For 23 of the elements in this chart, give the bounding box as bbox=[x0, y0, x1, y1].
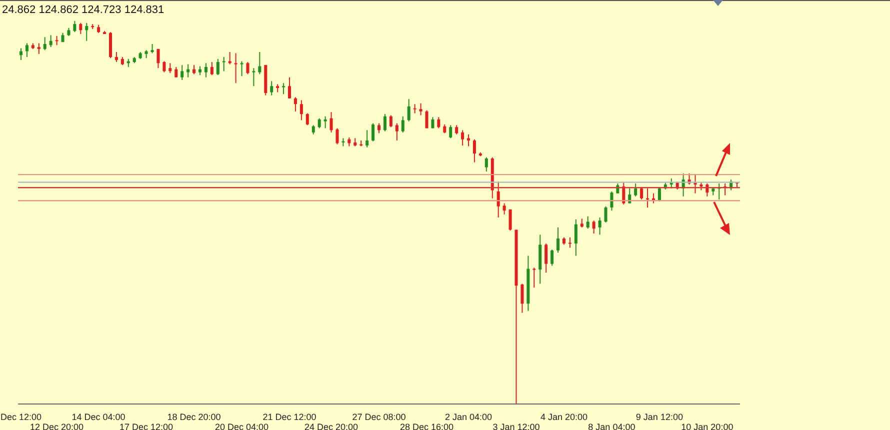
x-tick-label: 8 Jan 04:00 bbox=[588, 422, 636, 430]
candlestick bbox=[413, 104, 416, 114]
candlestick bbox=[234, 53, 238, 84]
x-tick-label: 28 Dec 16:00 bbox=[400, 422, 454, 430]
x-tick-label: Dec 12:00 bbox=[0, 412, 42, 422]
x-tick-label: 9 Jan 12:00 bbox=[636, 412, 683, 422]
text: 24.862 124.862 124.723 124.831 bbox=[2, 4, 164, 16]
candlestick bbox=[252, 68, 256, 86]
x-tick-label: 3 Jan 12:00 bbox=[492, 422, 540, 430]
x-tick-label: 14 Dec 04:00 bbox=[72, 412, 126, 422]
x-tick-label: 4 Jan 20:00 bbox=[540, 412, 588, 422]
x-tick-label: 24 Dec 20:00 bbox=[304, 422, 358, 430]
x-tick-label: 27 Dec 08:00 bbox=[352, 412, 406, 422]
x-tick-label: 17 Dec 12:00 bbox=[120, 422, 174, 430]
x-tick-label: 2 Jan 04:00 bbox=[444, 412, 492, 422]
x-tick-label: 20 Dec 04:00 bbox=[214, 422, 269, 430]
candlestick bbox=[240, 61, 244, 76]
x-tick-label: 10 Jan 20:00 bbox=[681, 422, 734, 430]
x-tick-label: 12 Dec 20:00 bbox=[30, 422, 84, 430]
candlestick bbox=[532, 268, 536, 288]
x-tick-label: 18 Dec 20:00 bbox=[167, 412, 221, 422]
candlestick bbox=[222, 57, 226, 72]
x-tick-label: 21 Dec 12:00 bbox=[262, 412, 316, 422]
